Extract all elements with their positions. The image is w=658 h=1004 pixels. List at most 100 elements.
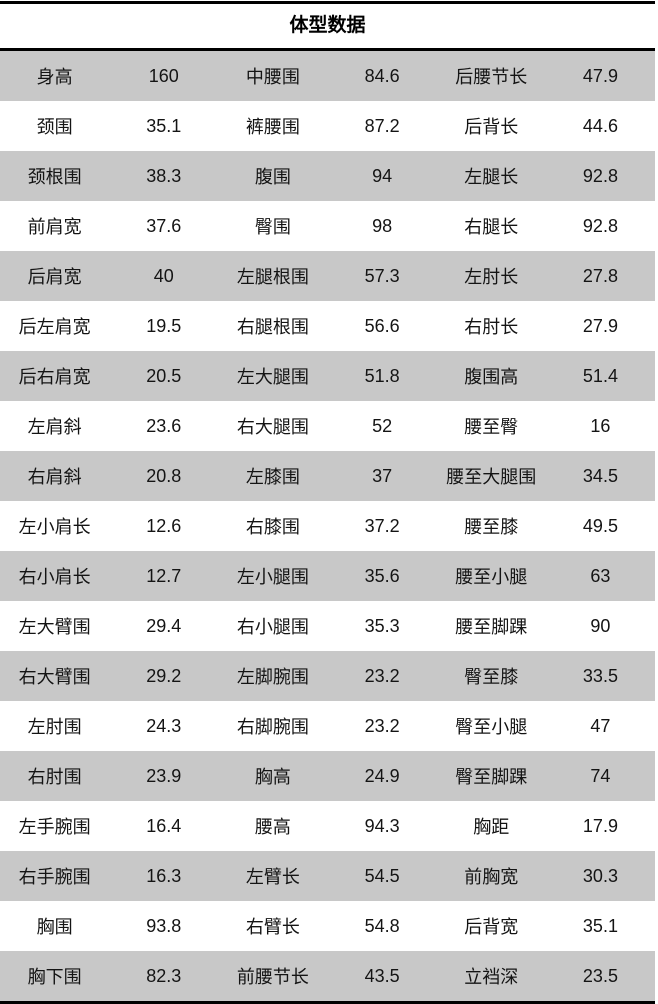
measurement-value-cell: 92.8 — [582, 165, 618, 186]
measurement-label-cell: 中腰围 — [245, 67, 300, 87]
measurement-value-cell: 38.3 — [146, 165, 182, 186]
measurement-value-cell: 94.3 — [364, 815, 400, 836]
measurement-label-cell: 臀围 — [254, 217, 291, 237]
measurement-label-cell: 左大臂围 — [18, 617, 91, 637]
measurement-label-cell: 左肩斜 — [27, 417, 82, 437]
measurement-value-cell: 29.2 — [146, 665, 182, 686]
measurement-value-cell: 35.3 — [364, 615, 400, 636]
measurement-value-cell: 23.2 — [364, 715, 400, 736]
measurement-label-cell: 后背长 — [464, 117, 519, 137]
measurement-value-cell: 24.9 — [364, 765, 400, 786]
measurement-label-cell: 左腿长 — [464, 167, 519, 187]
measurement-value-cell: 40 — [153, 265, 174, 286]
measurement-value-cell: 92.8 — [582, 215, 618, 236]
measurement-label-cell: 右肩斜 — [27, 467, 82, 487]
measurement-label-cell: 后背宽 — [464, 917, 519, 937]
measurement-value-cell: 44.6 — [582, 115, 618, 136]
measurement-label-cell: 左脚腕围 — [236, 667, 309, 687]
measurement-value-cell: 74 — [590, 765, 611, 786]
measurement-value-cell: 23.9 — [146, 765, 182, 786]
measurement-label-cell: 腰至小腿 — [455, 567, 528, 587]
measurement-value-cell: 98 — [372, 215, 393, 236]
measurement-value-cell: 90 — [590, 615, 611, 636]
measurement-label-cell: 右大臂围 — [18, 667, 91, 687]
measurement-value-cell: 51.8 — [364, 365, 400, 386]
measurement-label-cell: 腹围高 — [464, 367, 519, 387]
measurement-label-cell: 臀至膝 — [464, 667, 519, 687]
table-row: 胸下围 82.3 前腰节长 43.5 立裆深 23.5 — [0, 951, 655, 1001]
measurement-label-cell: 左手腕围 — [18, 817, 91, 837]
table-row: 右大臂围 29.2 左脚腕围 23.2 臀至膝 33.5 — [0, 651, 655, 701]
measurement-value-cell: 29.4 — [146, 615, 182, 636]
measurement-label-cell: 颈根围 — [27, 167, 82, 187]
measurement-label-cell: 右脚腕围 — [236, 717, 309, 737]
table-row: 右小肩长 12.7 左小腿围 35.6 腰至小腿 63 — [0, 551, 655, 601]
measurement-label-cell: 腹围 — [254, 167, 291, 187]
measurement-value-cell: 84.6 — [364, 65, 400, 86]
measurement-label-cell: 臀至脚踝 — [455, 767, 528, 787]
measurement-value-cell: 63 — [590, 565, 611, 586]
measurement-label-cell: 左肘长 — [464, 267, 519, 287]
measurement-value-cell: 23.2 — [364, 665, 400, 686]
measurement-value-cell: 19.5 — [146, 315, 182, 336]
measurement-value-cell: 20.5 — [146, 365, 182, 386]
measurement-value-cell: 16.4 — [146, 815, 182, 836]
measurement-value-cell: 82.3 — [146, 965, 182, 986]
measurement-value-cell: 47.9 — [582, 65, 618, 86]
measurement-label-cell: 右腿长 — [464, 217, 519, 237]
table-row: 左小肩长 12.6 右膝围 37.2 腰至膝 49.5 — [0, 501, 655, 551]
measurement-value-cell: 30.3 — [582, 865, 618, 886]
measurement-label-cell: 右大腿围 — [236, 417, 309, 437]
table-row: 左肩斜 23.6 右大腿围 52 腰至臀 16 — [0, 401, 655, 451]
table-row: 后左肩宽 19.5 右腿根围 56.6 右肘长 27.9 — [0, 301, 655, 351]
measurement-label-cell: 身高 — [36, 67, 73, 87]
measurement-label-cell: 左臂长 — [245, 867, 300, 887]
measurement-label-cell: 左小肩长 — [18, 517, 91, 537]
table-row: 后肩宽 40 左腿根围 57.3 左肘长 27.8 — [0, 251, 655, 301]
table-row: 左大臂围 29.4 右小腿围 35.3 腰至脚踝 90 — [0, 601, 655, 651]
measurement-value-cell: 54.5 — [364, 865, 400, 886]
measurement-value-cell: 33.5 — [582, 665, 618, 686]
measurement-value-cell: 35.1 — [582, 915, 618, 936]
measurement-value-cell: 56.6 — [364, 315, 400, 336]
measurement-value-cell: 27.8 — [582, 265, 618, 286]
measurement-label-cell: 左腿根围 — [236, 267, 309, 287]
measurement-value-cell: 23.5 — [582, 965, 618, 986]
measurement-label-cell: 后左肩宽 — [18, 317, 91, 337]
measurement-value-cell: 37 — [372, 465, 393, 486]
measurement-value-cell: 51.4 — [582, 365, 618, 386]
measurement-label-cell: 腰至脚踝 — [455, 617, 528, 637]
measurement-label-cell: 腰至膝 — [464, 517, 519, 537]
table-row: 右肘围 23.9 胸高 24.9 臀至脚踝 74 — [0, 751, 655, 801]
table-row: 右手腕围 16.3 左臂长 54.5 前胸宽 30.3 — [0, 851, 655, 901]
measurement-label-cell: 前胸宽 — [464, 867, 519, 887]
measurement-label-cell: 颈围 — [36, 117, 73, 137]
measurement-label-cell: 右臂长 — [245, 917, 300, 937]
measurement-label-cell: 前肩宽 — [27, 217, 82, 237]
measurement-label-cell: 后腰节长 — [455, 67, 528, 87]
table-row: 颈根围 38.3 腹围 94 左腿长 92.8 — [0, 151, 655, 201]
measurement-value-cell: 16 — [590, 415, 611, 436]
table-row: 右肩斜 20.8 左膝围 37 腰至大腿围 34.5 — [0, 451, 655, 501]
table-row: 左肘围 24.3 右脚腕围 23.2 臀至小腿 47 — [0, 701, 655, 751]
measurement-label-cell: 左小腿围 — [236, 567, 309, 587]
measurement-value-cell: 43.5 — [364, 965, 400, 986]
measurement-label-cell: 胸距 — [473, 817, 510, 837]
measurement-value-cell: 37.2 — [364, 515, 400, 536]
table-row: 胸围 93.8 右臂长 54.8 后背宽 35.1 — [0, 901, 655, 951]
table-row: 左手腕围 16.4 腰高 94.3 胸距 17.9 — [0, 801, 655, 851]
measurement-label-cell: 后右肩宽 — [18, 367, 91, 387]
page-title: 体型数据 — [0, 1, 655, 51]
measurement-label-cell: 右手腕围 — [18, 867, 91, 887]
measurement-value-cell: 12.7 — [146, 565, 182, 586]
measurement-label-cell: 腰高 — [254, 817, 291, 837]
measurement-label-cell: 腰至大腿围 — [446, 467, 537, 487]
measurement-label-cell: 裤腰围 — [245, 117, 300, 137]
measurement-label-cell: 左肘围 — [27, 717, 82, 737]
measurements-table: 身高 160 中腰围 84.6 后腰节长 47.9 颈围 35.1 裤腰围 87.2 后背长 44.6… — [0, 51, 655, 1004]
measurement-label-cell: 右小肩长 — [18, 567, 91, 587]
table-row: 前肩宽 37.6 臀围 98 右腿长 92.8 — [0, 201, 655, 251]
measurement-value-cell: 17.9 — [582, 815, 618, 836]
measurement-label-cell: 右肘围 — [27, 767, 82, 787]
